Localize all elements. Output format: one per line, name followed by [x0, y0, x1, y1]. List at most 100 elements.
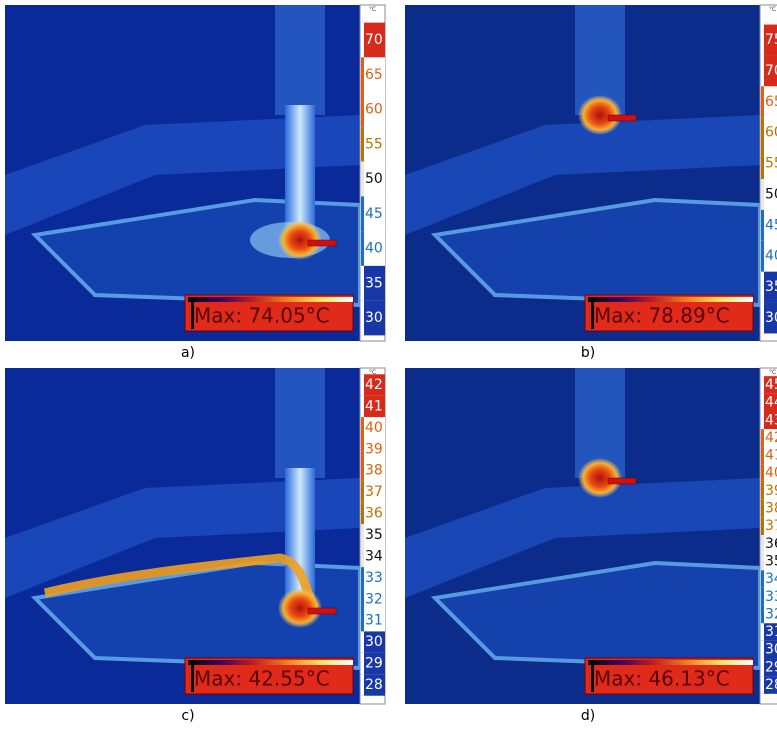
- colorbar-unit: °C: [769, 6, 776, 13]
- tool-body: [275, 5, 325, 115]
- colorbar-strip: [361, 266, 364, 301]
- colorbar-tick: 28: [765, 677, 777, 693]
- colorbar-strip: [761, 623, 764, 641]
- colorbar-tick: 75: [765, 32, 777, 48]
- colorbar-strip: [361, 127, 364, 162]
- colorbar-unit: °C: [369, 6, 376, 13]
- colorbar-tick: 28: [365, 677, 383, 693]
- colorbar-unit: °C: [769, 369, 776, 376]
- colorbar-tick: 29: [365, 656, 383, 672]
- colorbar-strip: [761, 676, 764, 694]
- colorbar: °C706560555045403530: [360, 5, 385, 341]
- thermal-panel: Max: 42.55°C°C42414039383736353433323130…: [5, 368, 385, 704]
- colorbar-tick: 60: [765, 125, 777, 141]
- colorbar-strip: [761, 303, 764, 334]
- panel-label: d): [581, 708, 595, 724]
- colorbar-strip: [761, 394, 764, 412]
- panel-label: c): [181, 708, 194, 724]
- colorbar-strip: [761, 429, 764, 447]
- colorbar-tick: 34: [365, 548, 383, 564]
- colorbar-strip: [761, 517, 764, 535]
- colorbar-tick: 35: [365, 275, 383, 291]
- colorbar-strip: [361, 439, 364, 460]
- colorbar-tick: 41: [765, 448, 777, 464]
- cursor-box: [608, 115, 636, 121]
- colorbar-tick: 35: [765, 553, 777, 569]
- panel-label: a): [181, 345, 195, 361]
- colorbar-tick: 45: [765, 377, 777, 393]
- cursor-box: [308, 240, 336, 246]
- colorbar-tick: 30: [365, 634, 383, 650]
- colorbar-tick: 50: [765, 186, 777, 202]
- colorbar-tick: 50: [365, 171, 383, 187]
- colorbar-tick: 40: [365, 420, 383, 436]
- colorbar-strip: [761, 241, 764, 272]
- figure: Max: 74.05°C°C706560555045403530a)Max: 7…: [0, 0, 777, 731]
- colorbar-tick: 30: [765, 642, 777, 658]
- colorbar-strip: [361, 653, 364, 674]
- colorbar-tick: 55: [765, 156, 777, 172]
- max-readout: Max: 46.13°C: [585, 658, 753, 694]
- colorbar-strip: [761, 179, 764, 210]
- colorbar: °C454443424140393837363534333231302928: [760, 368, 777, 704]
- thermal-image: [5, 368, 360, 704]
- colorbar-tick: 35: [765, 279, 777, 295]
- colorbar-strip: [761, 447, 764, 465]
- colorbar-strip: [761, 117, 764, 148]
- tool-body: [275, 368, 325, 478]
- colorbar-tick: 44: [765, 395, 777, 411]
- colorbar-tick: 38: [765, 501, 777, 517]
- colorbar-tick: 32: [765, 606, 777, 622]
- colorbar-strip: [361, 460, 364, 481]
- colorbar-tick: 35: [365, 527, 383, 543]
- max-readout: Max: 74.05°C: [185, 295, 353, 331]
- readout-bar: [188, 297, 353, 302]
- colorbar-strip: [361, 524, 364, 545]
- colorbar-tick: 40: [765, 248, 777, 264]
- max-text: Max: 78.89°C: [594, 304, 730, 328]
- colorbar-strip: [761, 588, 764, 606]
- colorbar-strip: [361, 417, 364, 438]
- colorbar-tick: 36: [365, 506, 383, 522]
- colorbar-tick: 42: [365, 377, 383, 393]
- max-readout: Max: 42.55°C: [185, 658, 353, 694]
- colorbar-tick: 38: [365, 463, 383, 479]
- colorbar-strip: [761, 148, 764, 179]
- colorbar-tick: 70: [765, 63, 777, 79]
- colorbar-tick: 36: [765, 536, 777, 552]
- colorbar-strip: [761, 535, 764, 553]
- colorbar-strip: [761, 570, 764, 588]
- colorbar-tick: 30: [365, 310, 383, 326]
- colorbar-tick: 37: [365, 484, 383, 500]
- colorbar-strip: [761, 25, 764, 56]
- colorbar-strip: [761, 272, 764, 303]
- colorbar-tick: 40: [365, 241, 383, 257]
- colorbar-strip: [761, 553, 764, 571]
- thermal-panel: Max: 78.89°C°C75706560555045403530: [405, 5, 777, 341]
- colorbar-strip: [361, 546, 364, 567]
- colorbar-strip: [361, 567, 364, 588]
- thermal-image: [405, 5, 760, 341]
- colorbar-tick: 45: [365, 206, 383, 222]
- colorbar-strip: [361, 162, 364, 197]
- colorbar-tick: 31: [365, 613, 383, 629]
- cursor-box: [308, 608, 336, 614]
- colorbar-tick: 45: [765, 217, 777, 233]
- colorbar-strip: [761, 641, 764, 659]
- readout-bar: [188, 660, 353, 665]
- colorbar-strip: [361, 674, 364, 695]
- colorbar-strip: [361, 589, 364, 610]
- colorbar-tick: 31: [765, 624, 777, 640]
- max-text: Max: 42.55°C: [194, 667, 330, 691]
- max-readout: Max: 78.89°C: [585, 295, 753, 331]
- colorbar-strip: [761, 210, 764, 241]
- colorbar-strip: [361, 92, 364, 127]
- colorbar-tick: 30: [765, 310, 777, 326]
- max-text: Max: 46.13°C: [594, 667, 730, 691]
- colorbar-strip: [361, 231, 364, 266]
- colorbar-tick: 37: [765, 518, 777, 534]
- colorbar-tick: 42: [765, 430, 777, 446]
- colorbar-strip: [761, 86, 764, 117]
